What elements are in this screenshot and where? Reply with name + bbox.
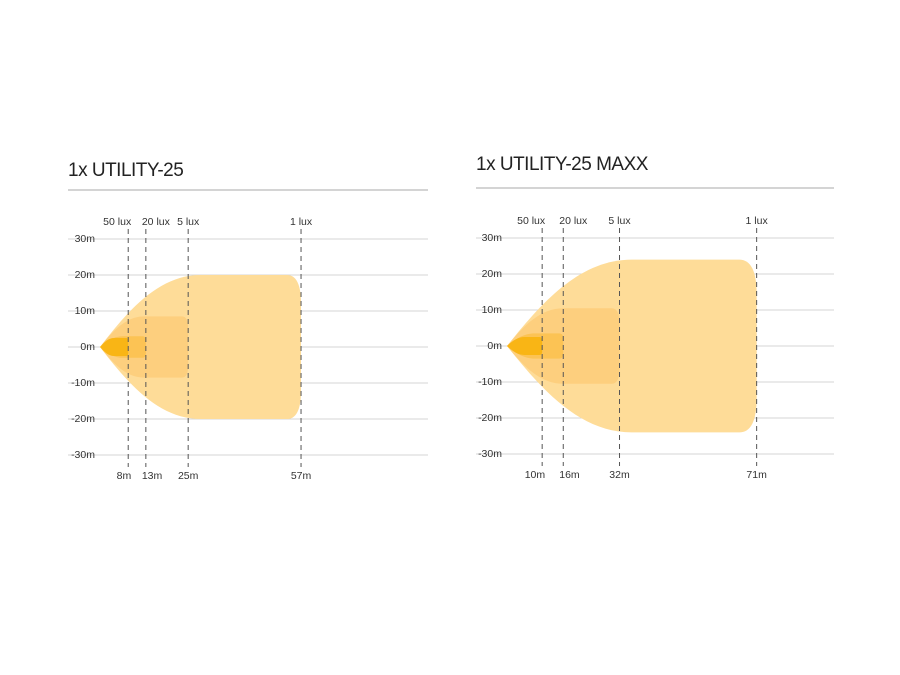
panel-title: 1x UTILITY-25 — [68, 160, 183, 181]
y-tick-label: -30m — [71, 449, 95, 461]
beam-panel: 1x UTILITY-25 30m 20m 10m 0m -10m -20m -30m 50 l… — [68, 160, 428, 482]
zones — [507, 259, 757, 433]
y-tick-label: -20m — [478, 412, 502, 424]
lux-label: 1 lux — [290, 216, 313, 228]
y-tick-label: -30m — [478, 448, 502, 460]
y-tick-label: 0m — [80, 341, 95, 353]
lux-label: 50 lux — [517, 215, 546, 227]
lux-label: 20 lux — [142, 216, 171, 228]
distance-label: 25m — [178, 470, 199, 482]
panel-title: 1x UTILITY-25 MAXX — [476, 154, 649, 175]
beam-panel: 1x UTILITY-25 MAXX 30m 20m 10m 0m -10m -20m -30… — [476, 154, 834, 481]
y-tick-label: 30m — [482, 232, 503, 244]
distance-label: 57m — [291, 470, 312, 482]
lux-label: 1 lux — [746, 215, 769, 227]
distance-label: 10m — [525, 469, 546, 481]
isolux-zone — [100, 338, 129, 356]
y-tick-label: 30m — [75, 233, 96, 245]
y-tick-label: 0m — [487, 340, 502, 352]
isolux-zone — [507, 337, 543, 355]
isolux-zone — [507, 259, 757, 433]
y-tick-label: -20m — [71, 413, 95, 425]
y-tick-label: 10m — [482, 304, 503, 316]
y-tick-label: 10m — [75, 305, 96, 317]
lux-label: 20 lux — [559, 215, 588, 227]
distance-label: 8m — [117, 470, 132, 482]
lux-label: 5 lux — [608, 215, 631, 227]
zones — [100, 275, 302, 419]
y-tick-label: 20m — [75, 269, 96, 281]
distance-label: 16m — [559, 469, 580, 481]
isolux-zone — [100, 275, 302, 419]
distance-label: 13m — [142, 470, 163, 482]
y-tick-label: 20m — [482, 268, 503, 280]
lux-label: 50 lux — [103, 216, 132, 228]
distance-label: 32m — [609, 469, 630, 481]
distance-label: 71m — [746, 469, 767, 481]
y-tick-label: -10m — [71, 377, 95, 389]
y-tick-label: -10m — [478, 376, 502, 388]
lux-label: 5 lux — [177, 216, 200, 228]
